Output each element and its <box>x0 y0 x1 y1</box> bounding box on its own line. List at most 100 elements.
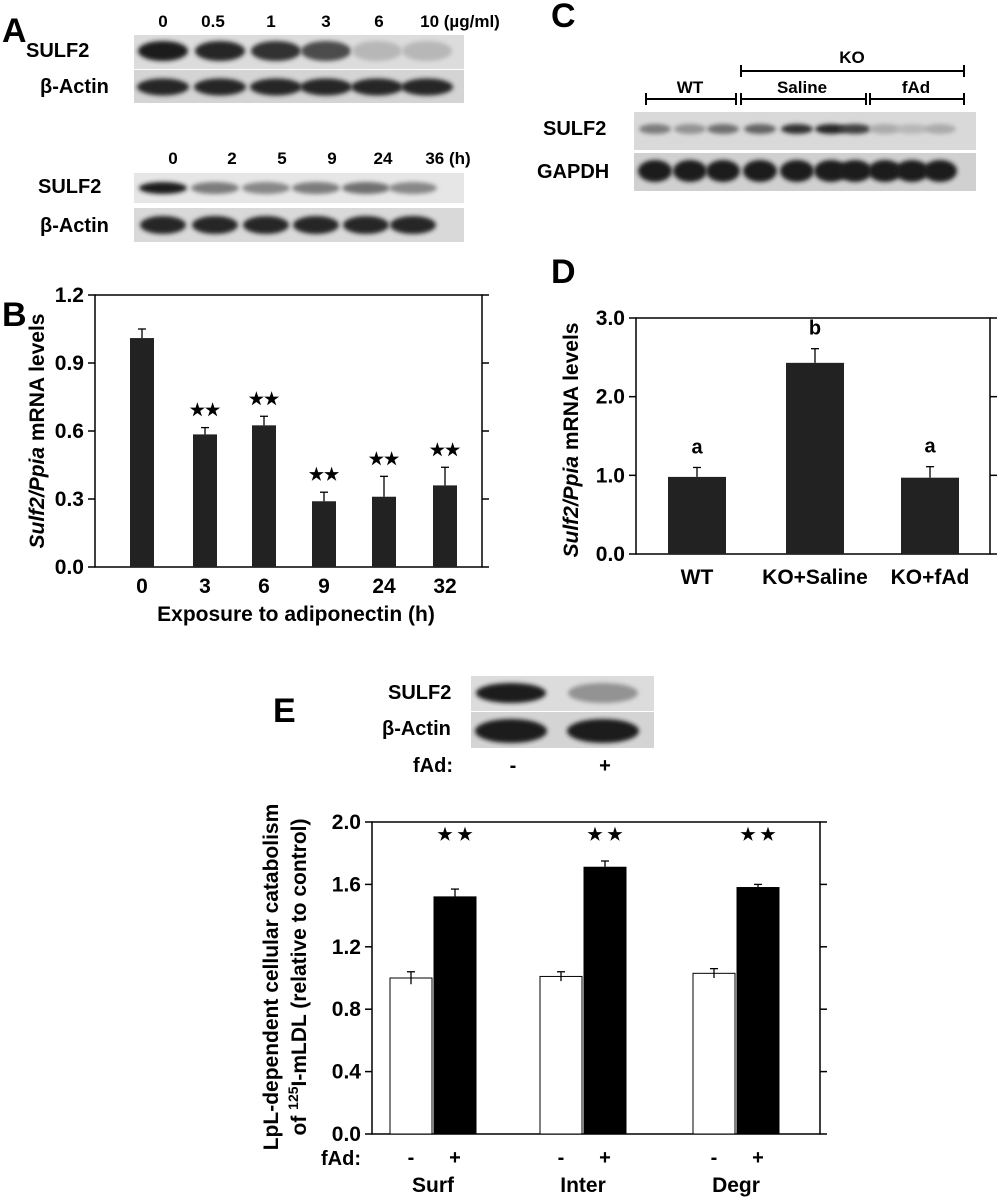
blot-c-sulf2-band <box>744 124 776 134</box>
panel-label-c: C <box>551 0 576 35</box>
blot-c-sulf2-band <box>674 124 706 134</box>
blot-a2-lane-label: 24 <box>374 149 393 168</box>
blot-a-time <box>134 173 464 242</box>
chart-e-bar <box>539 975 583 1135</box>
blot-c-sulf2-band <box>869 124 901 134</box>
blot-a2-sulf2-band <box>292 182 340 194</box>
chart-e-bar <box>736 887 780 1135</box>
chart-e-bar <box>692 972 736 1135</box>
chart-b-bar <box>252 425 276 567</box>
blot-e-actin-band <box>475 719 547 743</box>
blot-a1-lane-label: 6 <box>374 12 383 31</box>
blot-e-sign-minus: - <box>510 755 517 777</box>
blot-a2-sulf2-band <box>389 182 437 194</box>
chart-b-ytick-label: 0.0 <box>55 556 84 579</box>
chart-e-ytick-label: 0.8 <box>332 998 362 1021</box>
blot-c-gapdh-band <box>814 160 848 182</box>
blot-e-actin-band <box>567 719 639 743</box>
blot-c-gapdh-band <box>780 160 814 182</box>
chart-b-bar <box>312 501 336 567</box>
chart-d-significance: a <box>691 436 703 458</box>
blot-e-sulf2-band <box>476 683 546 703</box>
blot-c-gapdh-band <box>895 160 929 182</box>
blot-c-group-fad: fAd <box>902 78 930 97</box>
chart-e-treatment-label: fAd: <box>321 1148 361 1170</box>
blot-a2-actin-band <box>243 216 289 234</box>
blot-e-row-sulf2: SULF2 <box>388 682 451 704</box>
chart-b-xtick-label: 6 <box>258 575 270 598</box>
blot-c <box>634 112 976 191</box>
panel-label-e: E <box>273 692 296 730</box>
chart-b-bar <box>193 434 217 567</box>
chart-e-xtick-label: Surf <box>412 1174 455 1197</box>
chart-e-sign: + <box>449 1147 461 1169</box>
blot-c-sulf2-band <box>839 124 871 134</box>
chart-b-xtick-label: 24 <box>372 575 396 598</box>
blot-a2-actin-band <box>192 216 238 234</box>
panel-label-a: A <box>2 12 27 50</box>
chart-e-sign: - <box>711 1147 718 1169</box>
blot-a1-row-actin: β-Actin <box>40 76 109 98</box>
blot-c-group-saline: Saline <box>777 78 827 97</box>
chart-b-ytick-label: 0.6 <box>55 420 84 443</box>
blot-a1-lane-label: 1 <box>266 12 275 31</box>
saline-bracket <box>740 93 867 105</box>
fad-bracket <box>869 93 965 105</box>
blot-a2-row-sulf2: SULF2 <box>38 176 101 198</box>
wt-bracket <box>645 93 737 105</box>
blot-a2-lane-label: 5 <box>277 149 286 168</box>
blot-c-sulf2-band <box>815 124 847 134</box>
chart-e-ytick-label: 0.0 <box>332 1123 361 1146</box>
chart-d-xtick-label: KO+fAd <box>891 566 970 589</box>
chart-b-ylabel: Sulf2/Ppia mRNA levels <box>26 314 49 549</box>
blot-a1-lane-label: 3 <box>321 12 330 31</box>
blot-c-group-ko: KO <box>839 48 865 67</box>
chart-b-xtick-label: 32 <box>433 575 456 598</box>
blot-a1-actin-band <box>401 78 453 96</box>
chart-d-ytick-label: 3.0 <box>596 307 625 330</box>
blot-a2-lane-label: 36 (h) <box>425 149 470 168</box>
chart-b-significance: ★★ <box>249 389 280 408</box>
chart-d-ytick-label: 2.0 <box>596 386 625 409</box>
blot-c-sulf2-band <box>896 124 928 134</box>
chart-d-significance: a <box>924 436 936 458</box>
blot-a1-lane-label: 0.5 <box>201 12 225 31</box>
blot-a1-sulf2-band <box>352 41 402 61</box>
blot-a1-lane-label: 0 <box>158 12 167 31</box>
chart-e-sign: - <box>558 1147 565 1169</box>
chart-e-bar <box>433 896 477 1135</box>
blot-a1-sulf2-band <box>251 41 301 61</box>
blot-a1-sulf2-band <box>301 41 351 61</box>
chart-e-significance: ★ ★ <box>437 825 473 844</box>
blot-a1-sulf2-band <box>138 41 188 61</box>
blot-a2-sulf2-band <box>191 182 239 194</box>
chart-e-significance: ★ ★ <box>740 825 776 844</box>
blot-c-sulf2-band <box>639 124 671 134</box>
chart-b-xtick-label: 3 <box>199 575 211 598</box>
blot-e-sign-plus: + <box>599 755 611 777</box>
blot-a2-actin-band <box>343 216 389 234</box>
blot-c-group-brackets <box>645 65 965 105</box>
chart-e-bar <box>583 866 627 1135</box>
blot-a2-lane-label: 2 <box>227 149 236 168</box>
chart-e-ytick-label: 0.4 <box>332 1061 362 1084</box>
blot-a1-lane-labels: 0 0.5 1 3 6 10 (µg/ml) <box>158 12 500 31</box>
chart-b-ytick-label: 1.2 <box>55 284 84 307</box>
blot-a2-actin-band <box>293 216 339 234</box>
chart-b-xtick-label: 9 <box>318 575 330 598</box>
chart-d-ylabel: Sulf2/Ppia mRNA levels <box>560 323 583 558</box>
chart-e-ytick-label: 2.0 <box>332 811 361 834</box>
chart-e-sign: + <box>752 1147 764 1169</box>
chart-b-bar <box>130 338 154 567</box>
blot-c-gapdh-band <box>923 160 957 182</box>
chart-b-bar <box>372 496 396 567</box>
blot-a1-actin-band <box>300 78 352 96</box>
blot-a2-actin-band <box>140 216 186 234</box>
blot-c-gapdh-band <box>743 160 777 182</box>
chart-b-significance: ★★ <box>190 401 221 420</box>
chart-b-ytick-label: 0.9 <box>55 352 84 375</box>
chart-e-ylabel-line2: of 125I-mLDL (relative to control) <box>285 819 311 1136</box>
blot-a1-sulf2-band <box>195 41 245 61</box>
blot-c-gapdh-band <box>868 160 902 182</box>
